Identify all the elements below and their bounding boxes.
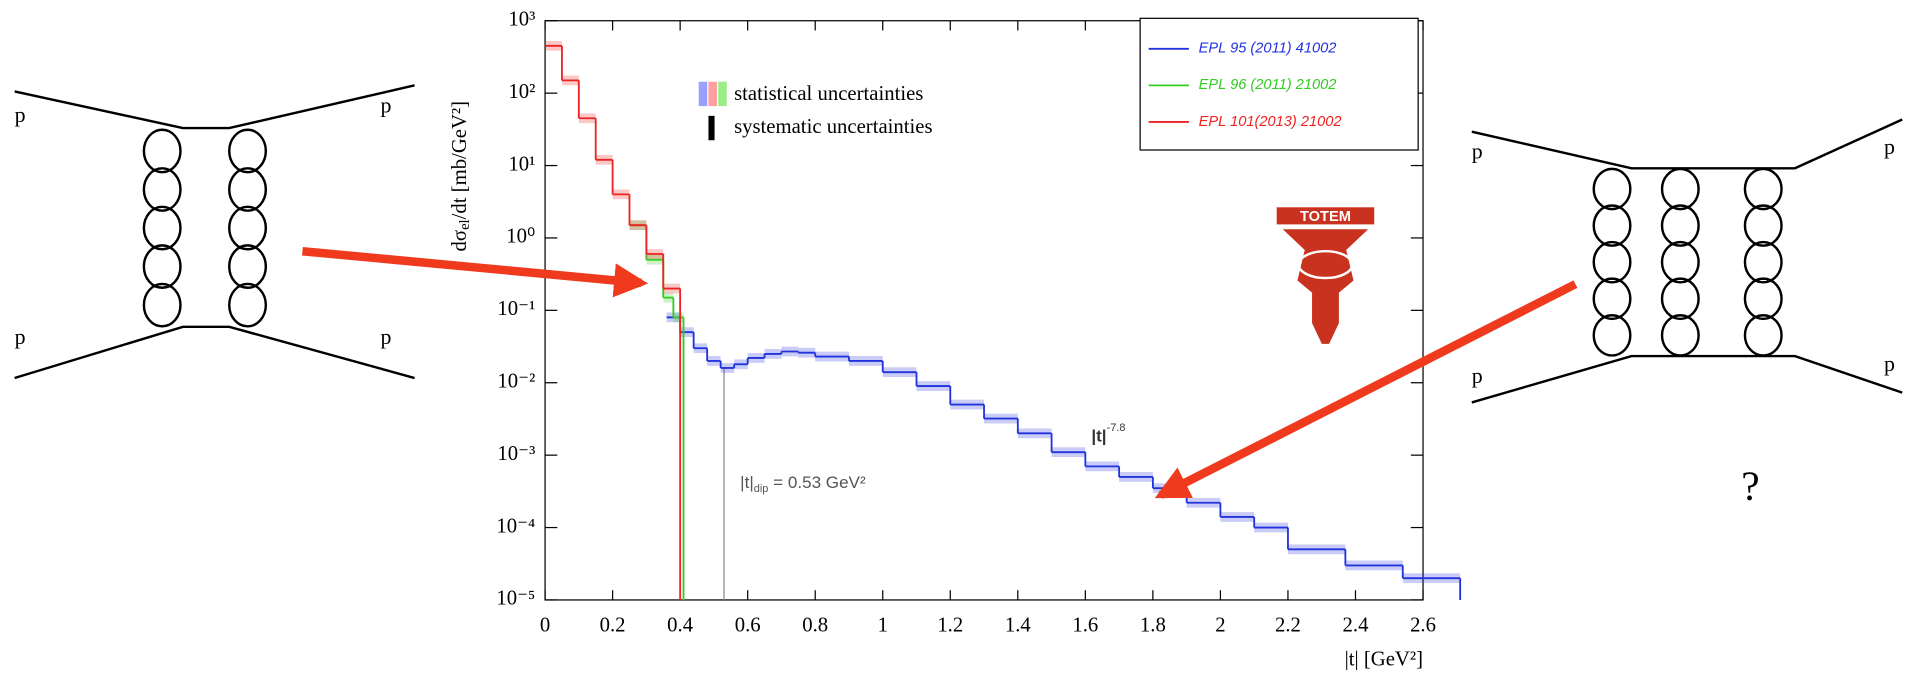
y-axis-label-part: dσ bbox=[449, 230, 471, 252]
gluon-loop bbox=[142, 205, 182, 251]
dip-annotation-part: dip bbox=[754, 483, 769, 495]
x-tick-label: 0.2 bbox=[600, 615, 626, 637]
y-axis-label-part: /dt [mb/GeV²] bbox=[449, 101, 471, 219]
dip-annotation: |t|dip = 0.53 GeV² bbox=[740, 472, 866, 494]
legend-label: EPL 95 (2011) 41002 bbox=[1199, 41, 1337, 57]
particle-label: p bbox=[15, 102, 26, 127]
dip-annotation-part: = 0.53 GeV² bbox=[768, 472, 866, 491]
step-connector bbox=[561, 45, 682, 600]
gluon-loop bbox=[1743, 314, 1783, 357]
y-tick-label: 10² bbox=[508, 81, 535, 103]
gluon-loop bbox=[1660, 314, 1700, 357]
x-tick-label: 1.6 bbox=[1072, 615, 1098, 637]
legend-box bbox=[1139, 17, 1419, 151]
gluon-loop bbox=[142, 244, 182, 289]
legend-label: EPL 101(2013) 21002 bbox=[1199, 114, 1342, 130]
gluon-loop bbox=[228, 167, 268, 212]
feynman-diagrams bbox=[14, 84, 1903, 404]
logo-shape bbox=[1282, 229, 1369, 344]
y-tick-label: 10⁰ bbox=[506, 226, 535, 248]
gluon-loop bbox=[1592, 314, 1632, 357]
uncertainty-label: systematic uncertainties bbox=[734, 116, 933, 138]
x-tick-label: 1.8 bbox=[1140, 615, 1166, 637]
y-axis-label: dσel/dt [mb/GeV²] bbox=[449, 101, 473, 252]
right-diagram-lines bbox=[1471, 118, 1903, 404]
y-axis-label-part: el bbox=[457, 219, 473, 230]
particle-label: p bbox=[1884, 351, 1895, 376]
particle-label: p bbox=[1472, 363, 1483, 388]
x-tick-label: 0.4 bbox=[667, 615, 694, 637]
gluon-loop bbox=[1660, 277, 1700, 321]
particle-label: p bbox=[380, 324, 391, 349]
slope-annotation: |t|-7.8 bbox=[1091, 422, 1125, 445]
particle-label: p bbox=[1472, 139, 1483, 164]
stat-swatch bbox=[698, 81, 708, 107]
gluon-loop bbox=[228, 244, 268, 289]
x-tick-label: 2 bbox=[1215, 615, 1225, 637]
particle-label: p bbox=[1884, 134, 1895, 159]
x-tick-label: 2.2 bbox=[1275, 615, 1301, 637]
y-tick-label: 10⁻¹ bbox=[497, 298, 535, 320]
gluon-loop bbox=[228, 128, 268, 174]
gluon-loop bbox=[1743, 167, 1783, 211]
logo-text: TOTEM bbox=[1300, 209, 1351, 225]
gluon-loop bbox=[142, 167, 182, 212]
logo-bar bbox=[1276, 207, 1375, 225]
y-tick-label: 10⁻² bbox=[497, 370, 535, 392]
stat-swatch bbox=[708, 81, 717, 107]
y-tick-label: 10¹ bbox=[508, 153, 535, 175]
gluon-loop bbox=[142, 282, 182, 328]
step-connector bbox=[645, 225, 685, 600]
uncertainty-label: statistical uncertainties bbox=[734, 83, 923, 105]
arrow bbox=[1154, 280, 1578, 499]
gluon-loop bbox=[1660, 167, 1700, 211]
dip-annotation-part: |t| bbox=[740, 472, 754, 491]
x-tick-label: 0 bbox=[540, 615, 550, 637]
y-tick-label: 10⁻³ bbox=[497, 443, 535, 465]
x-tick-label: 1 bbox=[878, 615, 888, 637]
particle-label: p bbox=[380, 92, 391, 117]
syst-swatch bbox=[708, 115, 715, 141]
gluon-loop bbox=[1743, 204, 1783, 247]
x-tick-label: 0.8 bbox=[802, 615, 828, 637]
gluon-loop bbox=[1743, 277, 1783, 321]
gluon-loop bbox=[1660, 204, 1700, 247]
logo-ring bbox=[1297, 249, 1354, 280]
gluon-loop bbox=[1592, 240, 1632, 284]
x-tick-label: 1.4 bbox=[1005, 615, 1032, 637]
legend-label: EPL 96 (2011) 21002 bbox=[1199, 77, 1337, 93]
gluon-loop bbox=[142, 128, 182, 174]
question-mark: ? bbox=[1741, 463, 1759, 509]
x-tick-label: 0.6 bbox=[735, 615, 761, 637]
slope-annotation-part: |t| bbox=[1091, 426, 1106, 445]
left-diagram-lines bbox=[14, 84, 415, 380]
x-tick-label: 2.4 bbox=[1343, 615, 1370, 637]
x-tick-label: 1.2 bbox=[937, 615, 963, 637]
y-tick-label: 10⁻⁴ bbox=[496, 515, 535, 537]
gluon-loop bbox=[1592, 277, 1632, 321]
x-tick-label: 2.6 bbox=[1410, 615, 1436, 637]
stat-swatch bbox=[718, 81, 727, 107]
gluon-loop bbox=[1592, 167, 1632, 211]
slope-annotation-part: -7.8 bbox=[1107, 422, 1126, 434]
plot: 0 0.2 0.4 0.6 0.8 1 1.2 1.4 1.6 1.8 2 2.2 2.4 2.6 10⁻⁵… bbox=[449, 8, 1462, 671]
arrow bbox=[302, 246, 649, 298]
gluon-loop bbox=[1743, 240, 1783, 284]
step-connector bbox=[679, 317, 1462, 600]
y-tick-label: 10⁻⁵ bbox=[496, 588, 535, 610]
y-tick-label: 10³ bbox=[508, 8, 535, 30]
gluon-loop bbox=[228, 205, 268, 251]
gluon-loop bbox=[228, 282, 268, 328]
particle-label: p bbox=[15, 324, 26, 349]
gluon-loop bbox=[1660, 240, 1700, 284]
x-axis-label: |t| [GeV²] bbox=[1345, 649, 1423, 671]
gluon-loop bbox=[1592, 204, 1632, 247]
